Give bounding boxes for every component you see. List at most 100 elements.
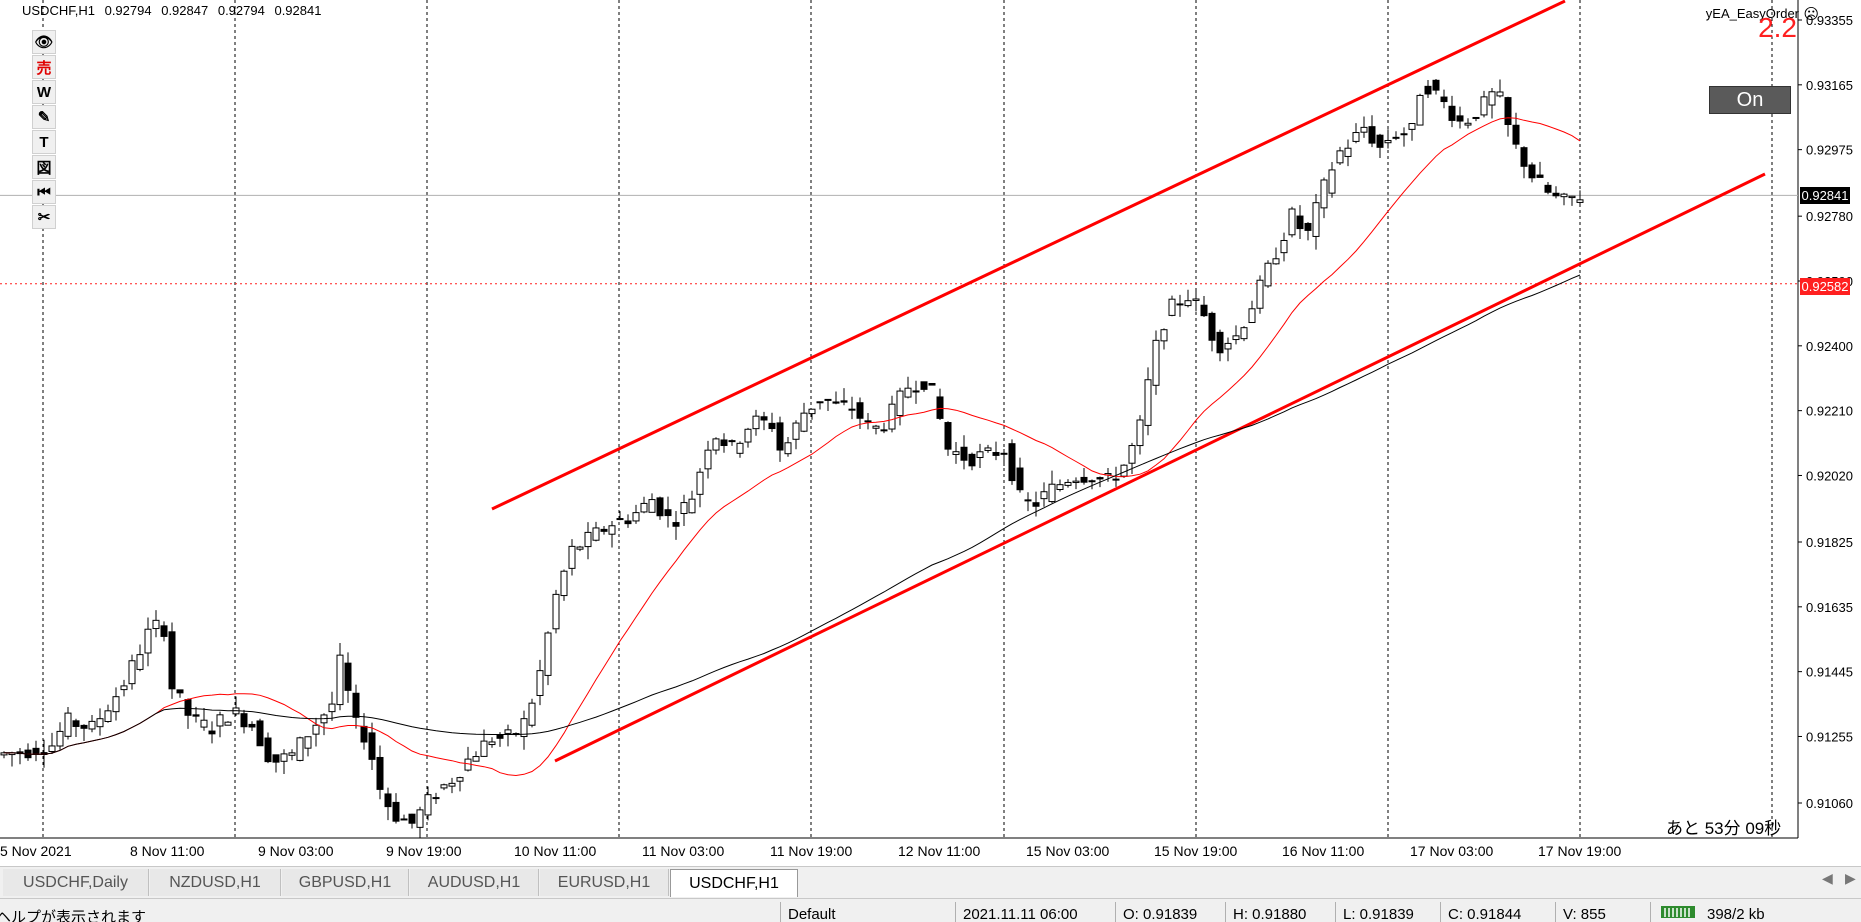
tab-scroll-right-icon[interactable]: ▶	[1845, 870, 1856, 886]
candle-body	[640, 502, 648, 513]
candle-body	[744, 428, 752, 443]
status-divider	[1225, 902, 1226, 922]
candle-body	[768, 422, 776, 430]
candle-body	[824, 398, 832, 401]
candle-body	[376, 756, 384, 790]
rewind-icon[interactable]: ⏮	[32, 180, 56, 204]
candle-body	[912, 390, 920, 393]
candle-body	[1200, 304, 1208, 317]
candle-body	[528, 702, 536, 726]
tab-usdchf-daily[interactable]: USDCHF,Daily	[3, 869, 149, 896]
candle-body	[1296, 215, 1304, 230]
candle-body	[760, 416, 768, 421]
scissors-icon[interactable]: ✂	[32, 205, 56, 229]
candle-body	[160, 625, 168, 637]
candle-body	[296, 737, 304, 761]
time-tick-label: 17 Nov 03:00	[1410, 843, 1493, 859]
on-toggle-button[interactable]: On	[1709, 86, 1791, 114]
candle-body	[552, 593, 560, 630]
candle-body	[1216, 331, 1224, 354]
candle-body	[1480, 96, 1488, 116]
candle-body	[208, 730, 216, 735]
status-datetime: 2021.11.11 06:00	[963, 906, 1078, 922]
low-value: 0.92794	[217, 3, 265, 18]
candle-body	[712, 438, 720, 451]
chart-area[interactable]: 5 Nov 2021 8 Nov 11:00 9 Nov 03:00 9 Nov 19…	[0, 0, 1861, 862]
close-value: 0.92841	[274, 3, 322, 18]
channel-lower-line	[554, 172, 1766, 763]
candle-body	[1464, 122, 1472, 126]
candle-body	[720, 439, 728, 447]
candle-body	[144, 628, 152, 654]
candle-body	[1392, 136, 1400, 139]
sell-button[interactable]: 売	[32, 55, 56, 79]
candle-body	[392, 801, 400, 822]
price-tick-label: 0.92400	[1806, 339, 1853, 354]
candle-body	[480, 740, 488, 757]
tab-gbpusd-h1[interactable]: GBPUSD,H1	[282, 869, 409, 896]
shape-tool-button[interactable]: 図	[32, 155, 56, 179]
candle-body	[888, 403, 896, 430]
tab-nzdusd-h1[interactable]: NZDUSD,H1	[150, 869, 281, 896]
candle-body	[848, 408, 856, 411]
candle-body	[264, 737, 272, 763]
candle-body	[568, 545, 576, 569]
candle-body	[960, 446, 968, 461]
time-tick-label: 11 Nov 03:00	[642, 843, 724, 859]
candle-body	[192, 714, 200, 717]
candle-body	[1456, 115, 1464, 122]
status-bar: ヘルプが表示されます Default 2021.11.11 06:00 O: 0…	[0, 898, 1861, 922]
price-tick-label: 0.91635	[1806, 600, 1853, 615]
candle-body	[472, 756, 480, 762]
candle-body	[248, 723, 256, 728]
candle-body	[1472, 116, 1480, 119]
candle-body	[1408, 123, 1416, 130]
candle-body	[1520, 147, 1528, 167]
candle-body	[728, 440, 736, 443]
candle-body	[544, 632, 552, 676]
candle-body	[1072, 480, 1080, 484]
time-tick-label: 5 Nov 2021	[0, 843, 72, 859]
candle-body	[1016, 467, 1024, 491]
tab-audusd-h1[interactable]: AUDUSD,H1	[410, 869, 539, 896]
profile-name: Default	[788, 906, 836, 922]
candle-body	[672, 522, 680, 527]
tab-eurusd-h1[interactable]: EURUSD,H1	[540, 869, 669, 896]
status-close: C: 0.91844	[1448, 906, 1522, 922]
price-tick-label: 0.91060	[1806, 796, 1853, 811]
eye-icon[interactable]: 👁	[32, 30, 56, 54]
text-tool-button[interactable]: T	[32, 130, 56, 154]
price-tick-label: 0.91255	[1806, 729, 1853, 744]
candle-body	[664, 509, 672, 517]
candle-body	[688, 498, 696, 514]
candle-body	[928, 382, 936, 386]
tab-usdchf-h1[interactable]: USDCHF,H1	[670, 869, 798, 897]
time-tick-label: 12 Nov 11:00	[898, 843, 980, 859]
candle-body	[872, 425, 880, 429]
current-price-tag: 0.92841	[1800, 187, 1850, 204]
price-tick-label: 0.92975	[1806, 143, 1853, 158]
candlestick-chart[interactable]: 5 Nov 2021 8 Nov 11:00 9 Nov 03:00 9 Nov 19…	[0, 0, 1861, 862]
candle-body	[80, 724, 88, 729]
status-divider	[1115, 902, 1116, 922]
chart-tabs: USDCHF,Daily NZDUSD,H1 GBPUSD,H1 AUDUSD,H1 E…	[0, 866, 1861, 898]
candle-body	[1032, 502, 1040, 507]
candle-body	[1496, 91, 1504, 97]
candle-timer: あと 53分 09秒	[1666, 819, 1782, 838]
candle-body	[1304, 222, 1312, 231]
pencil-icon[interactable]: ✎	[32, 105, 56, 129]
chart-title: USDCHF,H1 0.92794 0.92847 0.92794 0.9284…	[22, 3, 327, 18]
open-value: 0.92794	[104, 3, 152, 18]
tab-scroll-left-icon[interactable]: ◀	[1822, 870, 1833, 886]
w-tool-button[interactable]: W	[32, 80, 56, 104]
channel-upper-line	[491, 0, 1566, 511]
candle-body	[968, 453, 976, 467]
status-divider	[1555, 902, 1556, 922]
candle-body	[840, 400, 848, 403]
candle-body	[136, 654, 144, 670]
candle-body	[1168, 298, 1176, 316]
status-low: L: 0.91839	[1343, 906, 1414, 922]
candle-body	[1256, 279, 1264, 309]
candle-body	[792, 422, 800, 440]
candle-body	[1424, 85, 1432, 95]
